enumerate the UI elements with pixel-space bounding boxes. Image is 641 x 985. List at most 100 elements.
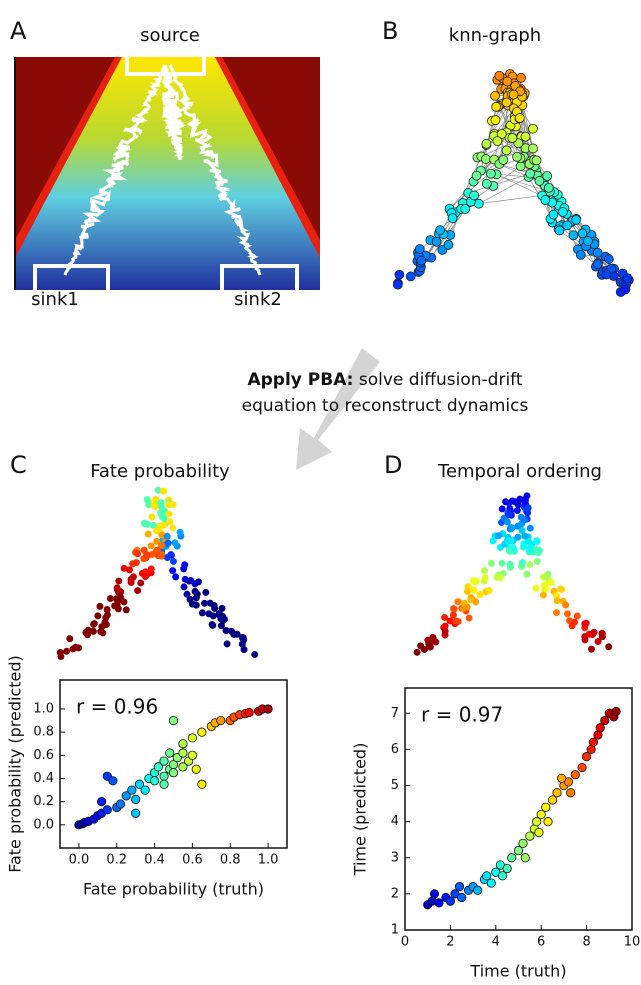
point <box>160 521 168 529</box>
node <box>531 155 542 166</box>
point <box>72 643 80 651</box>
x-tick-label: 0.0 <box>69 853 90 868</box>
point <box>134 550 142 558</box>
node <box>540 195 551 205</box>
point <box>251 651 259 659</box>
time-cloud <box>413 492 613 656</box>
point <box>215 611 223 619</box>
point <box>158 531 166 539</box>
point <box>120 564 128 572</box>
point <box>152 495 160 503</box>
source-sink-boxes <box>33 50 299 296</box>
point <box>506 560 514 568</box>
point <box>140 520 148 528</box>
point <box>446 617 454 625</box>
point <box>66 635 74 643</box>
point <box>524 504 532 512</box>
node <box>443 239 454 250</box>
arrow-caption: equation to reconstruct dynamics <box>242 396 529 416</box>
y-tick-label: 0.2 <box>33 794 54 809</box>
point <box>502 863 512 874</box>
point <box>165 748 175 758</box>
caption-bold: Apply PBA: <box>247 370 353 390</box>
node <box>557 207 568 217</box>
node <box>592 259 603 270</box>
edge <box>478 195 543 205</box>
point <box>106 594 114 602</box>
point <box>553 609 561 617</box>
point <box>150 521 158 529</box>
node <box>492 136 503 147</box>
point <box>84 631 92 639</box>
point <box>230 630 238 638</box>
point <box>498 871 508 881</box>
node <box>520 131 531 142</box>
point <box>137 579 145 587</box>
x-axis-label: Time (truth) <box>469 962 566 981</box>
node <box>481 178 492 189</box>
x-tick-label: 0.2 <box>106 853 127 868</box>
point <box>191 764 201 774</box>
annotation: r = 0.96 <box>76 695 158 719</box>
y-tick-label: 0.4 <box>33 771 54 786</box>
point <box>482 871 492 881</box>
x-tick-label: 10 <box>624 935 641 950</box>
point <box>63 647 71 655</box>
node <box>525 168 536 179</box>
point <box>131 794 141 804</box>
point <box>172 573 180 581</box>
point <box>102 805 112 815</box>
point <box>169 557 177 565</box>
point <box>487 559 495 567</box>
point <box>96 602 104 610</box>
node <box>491 101 502 112</box>
point <box>457 892 467 903</box>
point <box>240 646 248 654</box>
node <box>548 209 559 220</box>
point <box>192 601 200 609</box>
edge <box>478 176 529 204</box>
point <box>454 598 462 606</box>
point <box>180 565 188 573</box>
node <box>501 145 512 156</box>
point <box>216 715 226 726</box>
point <box>527 544 535 552</box>
point <box>611 706 621 717</box>
point <box>56 648 64 656</box>
point <box>485 586 493 594</box>
node <box>571 214 582 225</box>
point <box>594 638 602 646</box>
point <box>205 610 213 618</box>
node <box>601 269 612 280</box>
y-axis-label: Fate probability (predicted) <box>6 655 25 873</box>
point <box>504 510 512 518</box>
point <box>141 572 149 580</box>
point <box>506 547 514 555</box>
point <box>534 827 544 838</box>
point <box>533 545 541 553</box>
point <box>166 518 174 526</box>
point <box>553 597 561 605</box>
sink-label: sink1 <box>31 289 79 310</box>
node <box>543 182 554 193</box>
point <box>218 604 226 612</box>
walk <box>168 64 262 276</box>
x-tick-label: 0.4 <box>144 853 165 868</box>
point <box>197 779 207 789</box>
point <box>121 791 131 801</box>
point <box>532 584 540 592</box>
point <box>223 640 231 648</box>
point <box>493 573 501 581</box>
point <box>605 643 613 651</box>
point <box>582 619 590 627</box>
point <box>148 550 156 558</box>
point <box>154 486 162 494</box>
point <box>587 645 595 653</box>
node <box>528 143 538 154</box>
point <box>153 762 163 772</box>
point <box>539 591 547 599</box>
point <box>90 620 98 628</box>
point <box>520 516 528 524</box>
point <box>454 882 465 892</box>
node <box>507 133 518 143</box>
